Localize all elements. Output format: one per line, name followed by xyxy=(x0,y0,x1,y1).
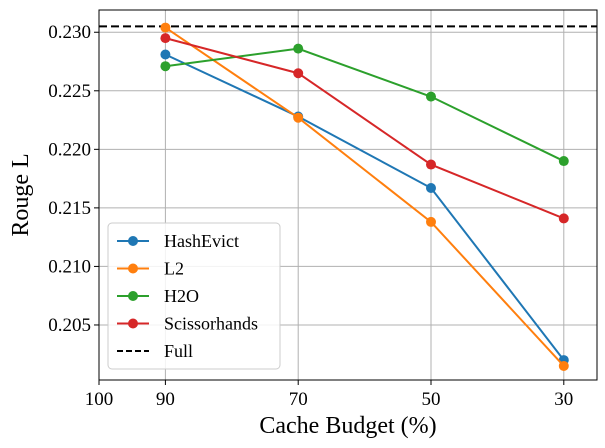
legend: HashEvict L2 H2O Scissorhands Full xyxy=(107,222,281,370)
data-point-l2 xyxy=(558,360,569,371)
data-point-scissorhands xyxy=(426,159,436,170)
data-point-h2o xyxy=(160,61,171,72)
x-tick-label: 50 xyxy=(422,389,441,410)
x-axis: 100 90 70 50 30 xyxy=(85,380,573,410)
series-hashevict xyxy=(160,49,569,366)
y-tick-label: 0.230 xyxy=(48,22,91,43)
legend-item-l2: L2 xyxy=(117,259,184,279)
data-point-l2 xyxy=(160,22,171,33)
data-point-h2o xyxy=(558,156,569,167)
x-axis-title: Cache Budget (%) xyxy=(259,413,436,439)
legend-swatch-marker xyxy=(128,236,138,246)
legend-item-hashevict: HashEvict xyxy=(117,231,239,251)
legend-swatch-marker xyxy=(128,263,138,274)
legend-box xyxy=(107,222,281,370)
x-tick-label: 100 xyxy=(85,389,114,410)
y-tick-label: 0.210 xyxy=(48,256,91,277)
data-point-l2 xyxy=(293,112,304,123)
legend-item-scissorhands: Scissorhands xyxy=(117,314,258,334)
y-axis: 0.205 0.210 0.215 0.220 0.225 0.230 xyxy=(48,22,99,336)
legend-item-full: Full xyxy=(117,341,193,361)
legend-label: H2O xyxy=(164,286,199,306)
series-l2 xyxy=(160,22,569,371)
y-axis-title: Rouge L xyxy=(8,153,34,236)
series-line-h2o xyxy=(165,47,565,162)
data-point-scissorhands xyxy=(160,33,171,44)
series-layer xyxy=(160,22,569,371)
legend-label: Scissorhands xyxy=(164,314,258,334)
data-point-h2o xyxy=(426,91,436,102)
data-point-hashevict xyxy=(160,49,171,60)
x-tick-label: 90 xyxy=(156,389,175,410)
legend-swatch-marker xyxy=(128,318,138,329)
y-tick-label: 0.215 xyxy=(48,198,91,219)
data-point-l2 xyxy=(426,216,436,227)
legend-label: L2 xyxy=(164,259,184,279)
series-h2o xyxy=(160,43,569,167)
data-point-h2o xyxy=(293,43,304,54)
y-tick-label: 0.205 xyxy=(48,315,91,336)
data-point-scissorhands xyxy=(293,68,304,79)
y-tick-label: 0.225 xyxy=(48,81,91,102)
plot-frame xyxy=(98,9,598,381)
data-point-scissorhands xyxy=(558,213,569,224)
series-line-l2 xyxy=(164,26,565,367)
y-tick-label: 0.220 xyxy=(48,139,91,160)
legend-item-h2o: H2O xyxy=(117,286,199,306)
legend-label: Full xyxy=(164,341,193,361)
series-line-scissorhands xyxy=(165,37,565,220)
x-tick-label: 30 xyxy=(554,389,573,410)
series-scissorhands xyxy=(160,33,569,224)
series-line-hashevict xyxy=(164,53,565,361)
legend-swatch-marker xyxy=(128,291,138,301)
x-tick-label: 70 xyxy=(289,389,308,410)
data-point-hashevict xyxy=(426,182,436,193)
legend-label: HashEvict xyxy=(164,231,239,251)
